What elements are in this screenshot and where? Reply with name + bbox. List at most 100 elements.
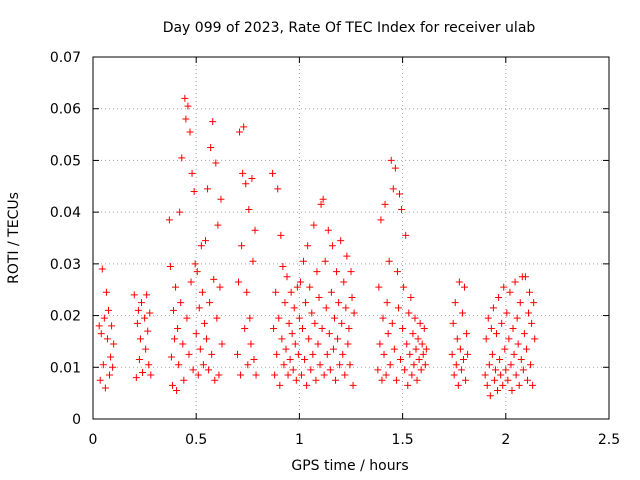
data-point [183,314,191,322]
data-point [514,340,522,348]
data-point [136,335,144,343]
data-point [403,340,411,348]
data-point [180,376,188,384]
data-point [498,319,506,327]
data-point [379,314,387,322]
data-point [321,257,329,265]
data-point [490,376,498,384]
data-point [239,169,247,177]
data-point [464,350,472,358]
data-point [493,330,501,338]
data-point [96,376,104,384]
data-point [404,381,412,389]
data-point [410,361,418,369]
chart-title: Day 099 of 2023, Rate Of TEC Index for r… [163,20,536,36]
data-point [512,371,520,379]
data-point [462,376,470,384]
data-point [284,371,292,379]
data-point [107,353,115,361]
data-point [313,268,321,276]
data-point [95,322,103,330]
data-point [194,371,202,379]
data-point [249,257,257,265]
data-point [528,319,536,327]
data-point [509,325,517,332]
data-point [216,283,224,291]
data-point [168,381,176,389]
data-point [141,314,149,322]
data-point [270,325,278,332]
data-point [104,306,112,314]
data-point [343,252,351,260]
data-point [193,268,201,276]
data-point [511,278,519,286]
data-point [245,206,253,214]
data-point [412,345,420,353]
y-tick-label: 0.06 [50,102,81,118]
data-point [333,268,341,276]
data-point [398,206,406,214]
data-point [310,221,318,229]
data-point [109,363,117,371]
data-point [397,356,405,364]
data-point [383,299,391,307]
data-point [308,309,316,317]
data-point [319,195,327,203]
data-point [348,293,356,301]
data-point [217,195,225,203]
data-point [420,325,428,332]
data-point [384,330,392,338]
data-point [102,288,110,296]
data-point [455,278,463,286]
data-point [527,361,535,369]
data-point [411,314,419,322]
data-point [273,350,281,358]
data-points [95,94,539,400]
data-point [106,371,114,379]
data-point [526,288,534,296]
data-point [402,231,410,239]
data-point [459,356,467,364]
data-point [456,345,464,353]
data-point [191,260,199,268]
data-point [246,314,254,322]
data-point [304,242,312,250]
data-point [134,306,142,314]
data-point [132,374,140,382]
data-point [275,314,283,322]
data-point [204,185,212,193]
data-point [214,221,222,229]
data-point [277,231,285,239]
data-point [300,257,308,265]
data-point [405,309,413,317]
data-point [147,371,155,379]
data-point [317,200,325,208]
x-tick-label: 0.5 [185,432,207,448]
plot-frame [92,56,610,420]
data-point [488,350,496,358]
data-point [173,387,181,395]
data-point [328,242,336,250]
data-point [287,288,295,296]
data-point [199,361,207,369]
data-point [251,226,259,234]
axis-ticks [92,56,610,420]
data-point [133,319,141,327]
data-point [519,366,527,374]
data-point [291,340,299,348]
data-point [530,299,538,307]
data-point [458,309,466,317]
data-point [520,330,528,338]
y-tick-label: 0.04 [50,205,81,221]
data-point [207,144,215,151]
data-point [326,366,334,374]
data-point [182,115,190,123]
data-point [311,319,319,327]
data-point [499,381,507,389]
data-point [482,335,490,343]
data-point [98,265,106,273]
data-point [453,335,461,343]
data-point [197,242,205,250]
data-point [399,325,407,332]
data-point [285,319,293,327]
